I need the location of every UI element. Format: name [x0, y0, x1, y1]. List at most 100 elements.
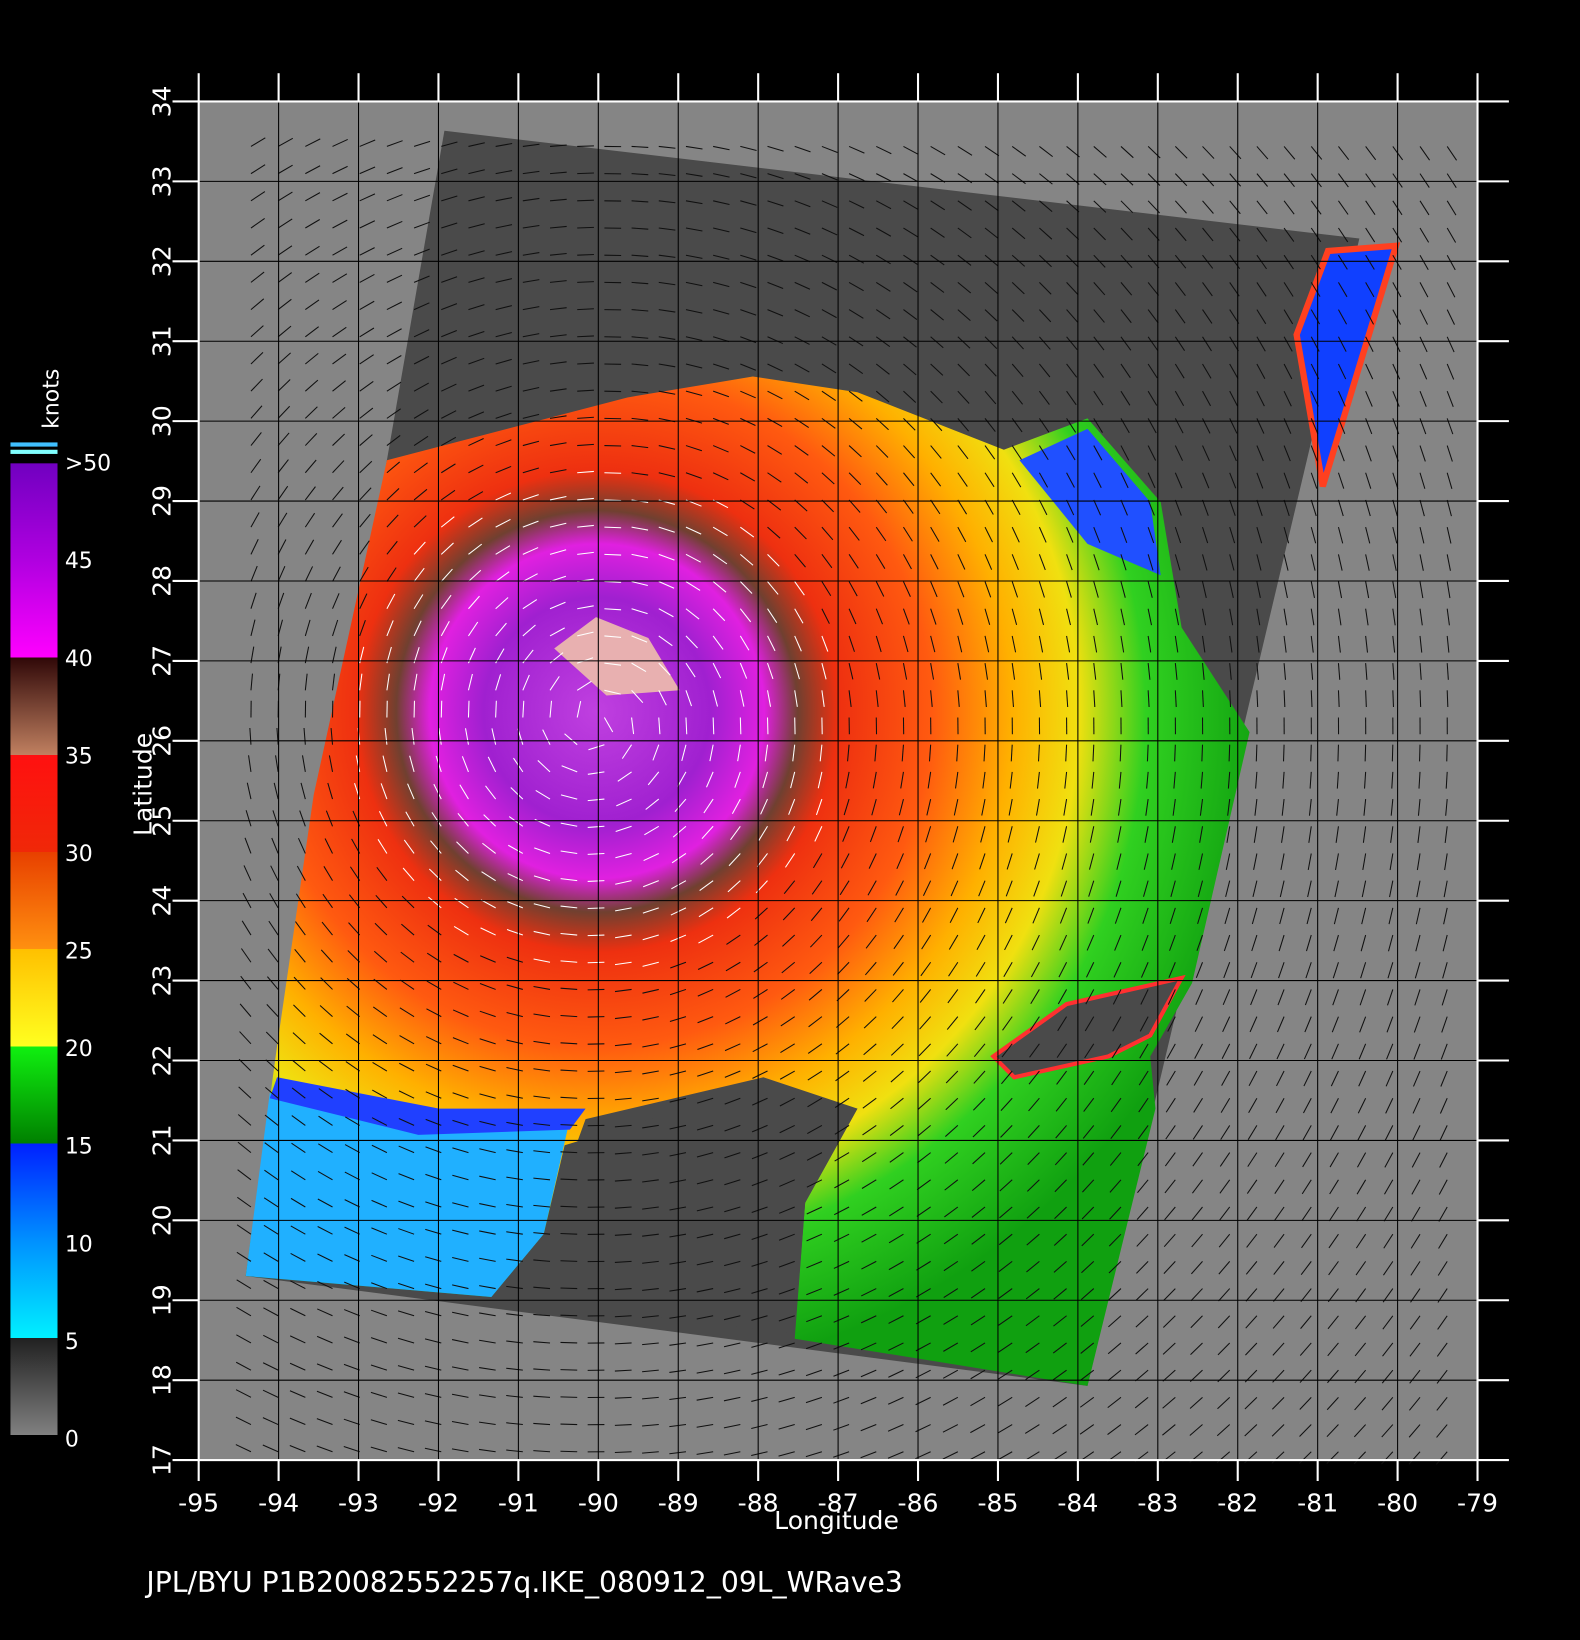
- wind-barb: [1174, 227, 1187, 242]
- wind-barb: [241, 920, 252, 936]
- wind-barb: [1011, 282, 1025, 295]
- wind-barb: [862, 1124, 877, 1136]
- wind-barb: [549, 469, 567, 474]
- wind-barb: [821, 200, 838, 208]
- wind-barb: [642, 1233, 659, 1237]
- wind-barb: [821, 281, 838, 291]
- wind-barb: [1004, 907, 1013, 924]
- wind-barb: [1197, 880, 1204, 897]
- wind-barb: [805, 1342, 823, 1350]
- wind-barb: [243, 865, 252, 881]
- x-tick-label: -86: [898, 1488, 939, 1517]
- wind-barb: [1063, 798, 1068, 816]
- wind-barb: [984, 554, 993, 570]
- wind-barb: [903, 145, 919, 155]
- wind-barb: [1443, 907, 1448, 925]
- wind-barb: [1254, 799, 1258, 816]
- wind-barb: [1080, 1369, 1095, 1381]
- wind-barb: [1202, 608, 1207, 626]
- wind-barb: [1280, 853, 1285, 871]
- wind-barb: [740, 227, 757, 234]
- wind-barb: [1011, 445, 1022, 460]
- wind-barb: [508, 844, 524, 854]
- wind-barb: [696, 1369, 714, 1374]
- wind-barb: [685, 145, 703, 150]
- wind-barb: [1365, 554, 1370, 571]
- wind-barb: [522, 674, 530, 691]
- wind-barb: [577, 308, 594, 311]
- wind-barb: [751, 1342, 768, 1348]
- wind-barb: [1163, 1233, 1176, 1248]
- wind-barb: [577, 226, 594, 229]
- wind-barb: [1446, 527, 1452, 544]
- y-tick-label: 34: [147, 85, 176, 117]
- wind-barb: [332, 566, 341, 582]
- wind-barb: [669, 1342, 687, 1346]
- wind-barb: [780, 989, 796, 1000]
- wind-barb: [930, 663, 935, 680]
- wind-barb: [290, 1170, 306, 1181]
- wind-barb: [860, 1396, 877, 1405]
- wind-barb: [236, 1251, 252, 1262]
- wind-barb: [1229, 663, 1232, 680]
- wind-barb: [753, 961, 768, 973]
- wind-barb: [892, 961, 904, 976]
- wind-barb: [1283, 527, 1290, 544]
- wind-barb: [888, 1260, 904, 1271]
- wind-barb: [441, 168, 458, 175]
- wind-barb: [782, 934, 796, 947]
- wind-barb: [712, 472, 729, 481]
- wind-barb: [1056, 1070, 1067, 1085]
- wind-barb: [1338, 282, 1348, 298]
- wind-barb: [930, 445, 942, 459]
- wind-barb: [1147, 499, 1155, 516]
- wind-barb: [984, 309, 998, 322]
- wind-barb: [1419, 363, 1428, 380]
- wind-barb: [560, 1287, 578, 1290]
- wind-barb: [1147, 690, 1150, 708]
- wind-barb: [875, 608, 884, 625]
- wind-barb: [1440, 1043, 1448, 1060]
- wind-barb: [1418, 771, 1421, 789]
- wind-barb: [1383, 1206, 1394, 1222]
- wind-barb: [930, 581, 938, 598]
- wind-barb: [685, 336, 703, 342]
- wind-barb: [1249, 1016, 1258, 1033]
- wind-barb: [265, 1059, 279, 1072]
- wind-barb: [706, 771, 714, 788]
- colorbar-label: 10: [65, 1232, 93, 1257]
- wind-barb: [1272, 1342, 1285, 1356]
- wind-barb: [1229, 608, 1234, 626]
- wind-barb: [451, 1393, 469, 1398]
- wind-barb: [263, 1334, 279, 1344]
- wind-barb: [1108, 1288, 1122, 1301]
- wind-barb: [642, 1070, 659, 1075]
- wind-barb: [236, 1334, 252, 1344]
- wind-barb: [998, 1288, 1013, 1299]
- wind-barb: [712, 608, 726, 622]
- wind-barb: [1120, 173, 1134, 186]
- wind-barb: [631, 145, 649, 148]
- wind-barb: [244, 837, 252, 854]
- wind-barb: [413, 221, 430, 229]
- wind-barb: [930, 690, 933, 708]
- wind-barb: [1306, 907, 1312, 925]
- wind-barb: [1302, 1152, 1312, 1168]
- wind-barb: [1199, 799, 1204, 816]
- wind-barb: [1391, 771, 1394, 789]
- wind-barb: [1009, 771, 1013, 789]
- wind-barb: [495, 385, 512, 392]
- wind-barb: [1439, 1098, 1448, 1114]
- wind-barb: [943, 1233, 959, 1245]
- wind-barb: [779, 1152, 795, 1161]
- wind-barb: [1080, 1288, 1095, 1300]
- wind-barb: [833, 1369, 850, 1377]
- wind-barb: [495, 170, 513, 175]
- wind-barb: [372, 1034, 388, 1045]
- wind-barb: [1337, 554, 1343, 571]
- wind-barb: [897, 826, 904, 843]
- wind-barb: [894, 907, 904, 923]
- wind-barb: [317, 1226, 333, 1235]
- wind-barb: [778, 1315, 795, 1322]
